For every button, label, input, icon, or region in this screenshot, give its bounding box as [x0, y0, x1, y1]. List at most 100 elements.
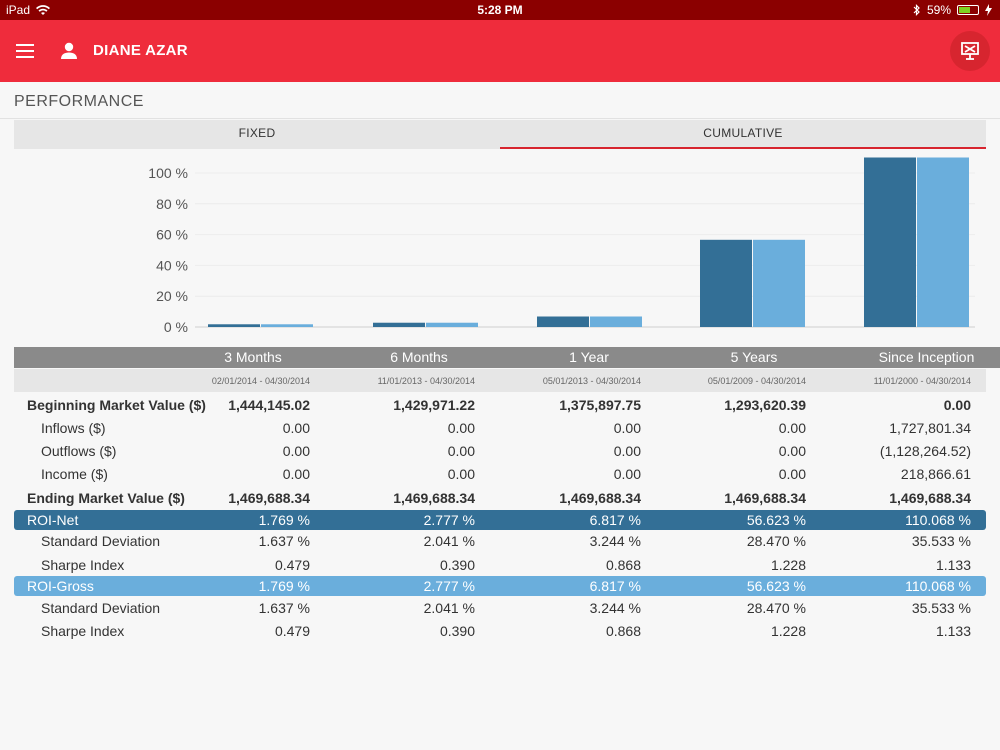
table-row: Income ($) 0.00 0.00 0.00 0.00 218,866.61: [14, 464, 986, 484]
column-header: 6 Months: [390, 349, 448, 365]
bar-net[interactable]: [864, 157, 916, 327]
table-row: Standard Deviation 1.637 % 2.041 % 3.244 % 2…: [14, 531, 986, 551]
app-bar: DIANE AZAR: [0, 20, 1000, 82]
cell-value: 2.777 %: [423, 512, 475, 528]
user-icon: [61, 42, 77, 59]
row-label: Outflows ($): [41, 443, 117, 459]
cell-value: 0.00: [613, 420, 641, 436]
status-left: iPad: [6, 3, 51, 17]
device-name: iPad: [6, 3, 31, 17]
cell-value: 0.479: [274, 623, 310, 639]
row-label: Sharpe Index: [41, 557, 125, 573]
cell-value: 1.228: [770, 623, 806, 639]
user-name[interactable]: DIANE AZAR: [93, 42, 188, 59]
bar-net[interactable]: [373, 322, 425, 327]
cell-value: 1.637 %: [258, 600, 310, 616]
cell-value: 0.390: [439, 623, 475, 639]
cell-value: 0.479: [274, 557, 310, 573]
presentation-button[interactable]: [950, 31, 990, 71]
battery-percent: 59%: [926, 3, 951, 17]
table-row: Ending Market Value ($) 1,469,688.34 1,469…: [14, 488, 986, 508]
tab-fixed[interactable]: FIXED: [238, 126, 276, 140]
performance-tabs: FIXED CUMULATIVE: [14, 120, 986, 149]
cell-value: 0.868: [605, 623, 641, 639]
row-label: Ending Market Value ($): [27, 490, 185, 506]
y-tick-label: 100 %: [148, 165, 188, 181]
page-title: PERFORMANCE: [14, 93, 144, 110]
date-range: 05/01/2013 - 04/30/2014: [542, 376, 641, 386]
cell-value: 3.244 %: [589, 600, 641, 616]
status-bar: iPad 5:28 PM 59%: [0, 0, 1000, 20]
cell-value: 1,469,688.34: [228, 490, 310, 506]
cell-value: 1,444,145.02: [228, 397, 310, 413]
cell-value: 0.00: [613, 466, 641, 482]
battery-icon: [957, 5, 979, 15]
cell-value: 6.817 %: [589, 512, 641, 528]
cell-value: 2.041 %: [423, 600, 475, 616]
cell-value: 28.470 %: [746, 533, 806, 549]
date-range: 05/01/2009 - 04/30/2014: [707, 376, 806, 386]
bluetooth-icon: [913, 4, 920, 16]
cell-value: 0.00: [778, 420, 806, 436]
cell-value: 1,727,801.34: [889, 420, 971, 436]
bar-net[interactable]: [537, 316, 589, 327]
battery-fill: [959, 7, 970, 13]
table-row: Inflows ($) 0.00 0.00 0.00 0.00 1,727,801.34: [14, 418, 986, 438]
cell-value: 1.228: [770, 557, 806, 573]
cell-value: 0.00: [778, 443, 806, 459]
wifi-icon: [36, 4, 51, 15]
table-row: Outflows ($) 0.00 0.00 0.00 0.00 (1,128,264.5…: [14, 441, 986, 461]
row-label: Beginning Market Value ($): [27, 397, 206, 413]
column-header: 1 Year: [569, 349, 609, 365]
cell-value: 28.470 %: [746, 600, 806, 616]
table-row: Sharpe Index 0.479 0.390 0.868 1.228 1.133: [14, 621, 986, 641]
date-range: 02/01/2014 - 04/30/2014: [211, 376, 310, 386]
cell-value: 56.623 %: [746, 578, 806, 594]
cell-value: 0.00: [943, 397, 971, 413]
presentation-off-icon: [961, 42, 979, 60]
row-label: Standard Deviation: [41, 533, 161, 549]
row-label: ROI-Net: [27, 512, 79, 528]
cell-value: 35.533 %: [911, 533, 971, 549]
cell-value: 56.623 %: [746, 512, 806, 528]
table-row: Beginning Market Value ($) 1,444,145.02 1,…: [14, 395, 986, 415]
table-row: ROI-Gross 1.769 % 2.777 % 6.817 % 56.623 % 11…: [14, 576, 986, 596]
cell-value: 1,469,688.34: [889, 490, 971, 506]
column-header: 5 Years: [730, 349, 778, 365]
cell-value: 1,469,688.34: [724, 490, 806, 506]
bar-gross[interactable]: [917, 157, 969, 327]
cell-value: 1.769 %: [258, 578, 310, 594]
cell-value: 0.00: [613, 443, 641, 459]
cell-value: 1,469,688.34: [393, 490, 475, 506]
cell-value: 0.00: [282, 443, 310, 459]
cell-value: 6.817 %: [589, 578, 641, 594]
bar-net[interactable]: [208, 324, 260, 327]
table-row: Sharpe Index 0.479 0.390 0.868 1.228 1.133: [14, 555, 986, 575]
bar-net[interactable]: [700, 239, 752, 327]
cell-value: 0.00: [282, 466, 310, 482]
bar-gross[interactable]: [590, 316, 642, 327]
cell-value: 2.041 %: [423, 533, 475, 549]
column-header: 3 Months: [224, 349, 282, 365]
table-header: 3 Months 6 Months 1 Year 5 Years Since I…: [14, 347, 1000, 368]
row-label: ROI-Gross: [27, 578, 94, 594]
row-label: Inflows ($): [41, 420, 106, 436]
table-row: Standard Deviation 1.637 % 2.041 % 3.244 % 2…: [14, 598, 986, 618]
cell-value: 1.133: [935, 623, 971, 639]
title-divider: [0, 118, 1000, 119]
hamburger-menu-icon[interactable]: [16, 44, 34, 58]
cell-value: 0.00: [778, 466, 806, 482]
cell-value: 1.133: [935, 557, 971, 573]
bar-gross[interactable]: [261, 324, 313, 327]
bar-gross[interactable]: [753, 239, 805, 327]
status-right: 59%: [913, 3, 992, 17]
cell-value: 0.00: [282, 420, 310, 436]
date-ranges-row: 02/01/2014 - 04/30/2014 11/01/2013 - 04/…: [14, 369, 986, 392]
cell-value: 1,375,897.75: [559, 397, 641, 413]
bar-gross[interactable]: [426, 322, 478, 327]
table-row: ROI-Net 1.769 % 2.777 % 6.817 % 56.623 % 110.…: [14, 510, 986, 530]
row-label: Sharpe Index: [41, 623, 125, 639]
tab-cumulative[interactable]: CUMULATIVE: [500, 120, 986, 149]
y-tick-label: 40 %: [156, 257, 188, 273]
cell-value: 0.00: [447, 466, 475, 482]
